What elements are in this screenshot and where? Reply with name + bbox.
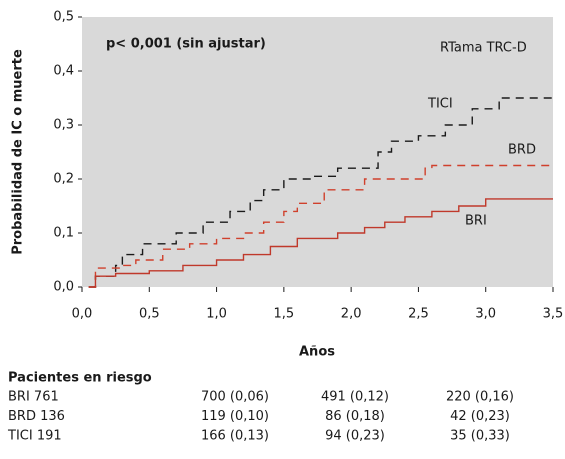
x-axis-label: Años [299, 345, 335, 360]
table-title: Pacientes en riesgo [8, 371, 152, 386]
table-cell: 86 (0,18) [325, 409, 385, 424]
table-cell: 491 (0,12) [321, 390, 389, 405]
x-tick-label: 3,5 [543, 307, 564, 322]
table-cell: 35 (0,33) [450, 429, 510, 444]
y-tick-label: 0,1 [53, 226, 74, 241]
series-label: BRD [508, 143, 536, 158]
x-tick-label: 0,0 [72, 307, 93, 322]
table-cell: 119 (0,10) [201, 409, 269, 424]
x-tick-label: 2,0 [341, 307, 362, 322]
plot-area [82, 17, 553, 287]
annotation: p< 0,001 (sin ajustar) [106, 37, 266, 52]
y-tick-label: 0,2 [53, 172, 74, 187]
table-cell: 700 (0,06) [201, 390, 269, 405]
y-tick-label: 0,5 [53, 10, 74, 25]
table-cell: 220 (0,16) [446, 390, 514, 405]
table-cell: 42 (0,23) [450, 409, 510, 424]
x-tick-label: 0,5 [139, 307, 160, 322]
annotation: RTama TRC-D [440, 41, 527, 56]
x-tick-label: 3,0 [475, 307, 496, 322]
series-line [88, 164, 553, 288]
y-tick-label: 0,0 [53, 280, 74, 295]
x-tick-label: 2,5 [408, 307, 429, 322]
table-cell: 166 (0,13) [201, 429, 269, 444]
table-cell: BRI 761 [8, 390, 59, 405]
table-cell: BRD 136 [8, 409, 65, 424]
x-tick-label: 1,5 [274, 307, 295, 322]
series-label: BRI [465, 214, 487, 229]
table-cell: 94 (0,23) [325, 429, 385, 444]
x-tick-label: 1,0 [206, 307, 227, 322]
y-tick-label: 0,4 [53, 64, 74, 79]
y-tick-label: 0,3 [53, 118, 74, 133]
series-label: TICI [427, 97, 453, 112]
table-cell: TICI 191 [7, 429, 62, 444]
series-line [88, 198, 553, 288]
y-axis-label: Probabilidad de IC o muerte [11, 49, 26, 255]
series-line [88, 97, 553, 288]
